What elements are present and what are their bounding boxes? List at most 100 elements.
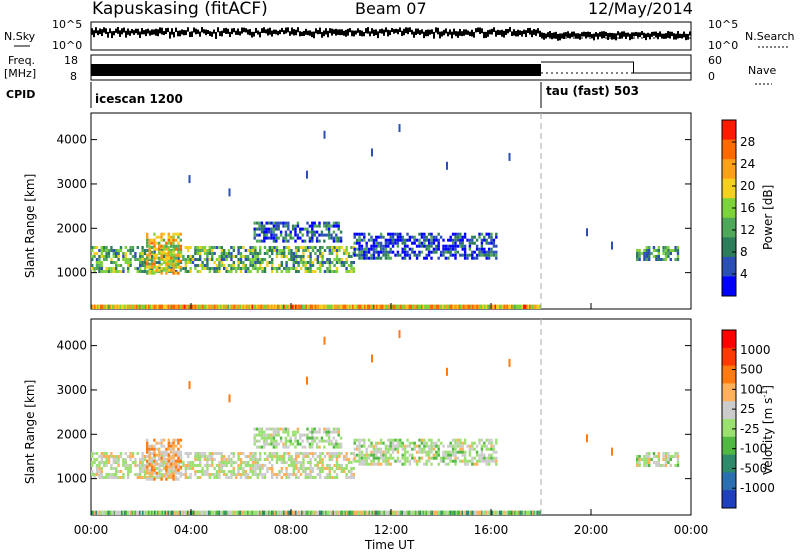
power-echo-cell <box>153 241 156 245</box>
velocity-echo-cell <box>223 473 226 476</box>
power-echo-cell <box>433 304 435 309</box>
power-echo-cell <box>150 241 154 245</box>
power-echo-cell <box>167 232 170 236</box>
power-echo-cell <box>335 261 339 264</box>
velocity-echo-cell <box>191 467 195 470</box>
power-echo-cell <box>422 304 424 309</box>
nsky-trace-segment <box>579 33 581 40</box>
velocity-echo-cell <box>301 433 304 437</box>
velocity-echo-cell <box>140 510 142 515</box>
velocity-echo-cell <box>306 439 309 443</box>
velocity-echo-cell <box>153 438 156 442</box>
velocity-echo-cell <box>338 464 341 467</box>
power-echo-cell <box>294 230 297 234</box>
velocity-echo-cell <box>187 476 190 479</box>
power-echo-cell <box>442 253 445 257</box>
nsky-trace-segment <box>631 32 633 40</box>
cpid-segment-tau: tau (fast) 503 <box>546 84 639 98</box>
power-echo-cell <box>148 241 151 245</box>
power-echo-cell <box>254 261 257 264</box>
velocity-echo-cell <box>408 444 412 448</box>
velocity-echo-cell <box>285 467 288 470</box>
velocity-echo-cell <box>334 510 336 515</box>
power-echo-cell <box>158 244 161 248</box>
power-echo-cell <box>490 238 493 242</box>
velocity-echo-cell <box>194 470 197 473</box>
velocity-echo-cell <box>302 458 305 461</box>
power-echo-cell <box>335 258 339 261</box>
velocity-echo-cell <box>407 510 409 515</box>
power-echo-cell <box>483 253 486 257</box>
nsky-trace-segment <box>657 32 659 40</box>
velocity-echo-cell <box>645 452 648 455</box>
velocity-echo-cell <box>306 427 309 431</box>
power-echo-cell <box>280 255 283 258</box>
velocity-echo-cell <box>311 430 314 434</box>
velocity-echo-cell <box>375 450 378 454</box>
power-echo-cell <box>416 304 418 309</box>
velocity-echo-cell <box>638 461 641 464</box>
nsky-tick-bottom: 10^0 <box>52 39 82 52</box>
velocity-echo-cell <box>196 510 198 515</box>
velocity-echo-cell <box>487 438 491 442</box>
power-echo-cell <box>273 267 276 270</box>
power-echo-cell <box>319 304 321 309</box>
nsky-trace-segment <box>569 33 571 39</box>
power-echo-cell <box>430 244 433 248</box>
power-echo-cell <box>389 256 392 260</box>
power-echo-cell <box>425 244 428 248</box>
velocity-echo-cell <box>478 438 481 442</box>
velocity-echo-cell <box>495 456 498 460</box>
power-echo-cell <box>187 258 190 261</box>
power-echo-cell <box>235 270 238 273</box>
velocity-echo-cell <box>676 464 680 467</box>
power-echo-cell <box>298 304 300 309</box>
power-echo-cell <box>151 304 153 309</box>
power-echo-cell <box>430 235 433 239</box>
velocity-echo-cell <box>301 510 303 515</box>
velocity-echo-cell <box>302 461 305 464</box>
power-echo-cell <box>337 304 339 309</box>
power-echo-cell <box>406 244 409 248</box>
power-echo-cell <box>459 232 462 236</box>
velocity-echo-cell <box>358 441 361 445</box>
power-echo-cell <box>254 258 257 261</box>
velocity-echo-cell <box>165 474 168 478</box>
velocity-echo-cell <box>667 461 670 464</box>
velocity-echo-cell <box>115 461 118 464</box>
power-echo-cell <box>494 304 496 309</box>
power-echo-cell <box>340 261 343 264</box>
velocity-echo-cell <box>333 455 336 458</box>
velocity-echo-cell <box>423 450 426 454</box>
power-echo-cell <box>326 270 329 273</box>
velocity-echo-cell <box>440 510 442 515</box>
power-echo-cell <box>539 304 541 309</box>
power-echo-cell <box>112 255 115 258</box>
power-echo-cell <box>235 304 237 309</box>
power-echo-cell <box>423 238 426 242</box>
velocity-echo-cell <box>215 470 219 473</box>
velocity-echo-cell <box>367 444 371 448</box>
velocity-echo-cell <box>447 450 450 454</box>
nsky-trace-segment <box>103 27 105 33</box>
velocity-echo-cell <box>215 476 219 479</box>
power-echo-cell <box>386 304 388 309</box>
power-echo-cell <box>484 304 486 309</box>
power-echo-cell <box>423 235 426 239</box>
velocity-echo-cell <box>459 441 462 445</box>
power-echo-cell <box>309 264 312 267</box>
velocity-echo-cell <box>259 452 262 455</box>
velocity-echo-cell <box>669 458 672 461</box>
velocity-echo-cell <box>133 510 135 515</box>
velocity-echo-cell <box>230 464 233 467</box>
velocity-echo-cell <box>150 471 154 475</box>
power-echo-cell <box>284 233 288 237</box>
nsky-trace-segment <box>265 29 267 34</box>
power-echo-cell <box>328 249 331 252</box>
nsky-trace-segment <box>479 27 481 34</box>
power-echo-cell <box>238 304 240 309</box>
power-echo-cell <box>397 304 399 309</box>
power-echo-cell <box>271 261 274 264</box>
velocity-echo-cell <box>321 467 324 470</box>
nsky-trace-segment <box>509 27 511 32</box>
